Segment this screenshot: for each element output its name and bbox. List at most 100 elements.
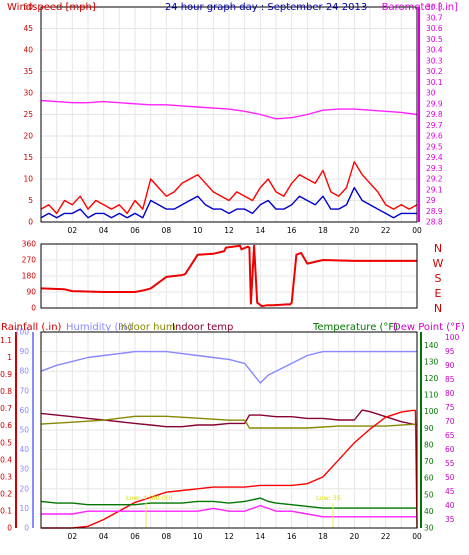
panel3-series-1-line <box>40 409 418 428</box>
temperature-tick-label: 40 <box>424 507 434 516</box>
windspeed-tick-label: 40 <box>23 46 33 55</box>
humidity-tick-label: 0 <box>24 524 29 533</box>
windspeed-tick-label: 0 <box>28 218 33 227</box>
panel1-x-tick-label: 20 <box>350 226 360 235</box>
barometer-tick-label: 30.5 <box>426 35 443 44</box>
panel1-x-tick-label: 02 <box>68 226 78 235</box>
barometer-axis-label: Barometer [.in] <box>382 2 458 13</box>
barometer-tick-label: 28.9 <box>426 207 443 216</box>
panel3-x-tick-label: 18 <box>318 532 328 541</box>
compass-label: E <box>435 287 442 300</box>
panel1-x-tick-label: 22 <box>381 226 391 235</box>
chart-title: 24 hour graph day : September 24 2013 <box>165 2 367 13</box>
barometer-tick-label: 29 <box>426 196 436 205</box>
dewpoint-tick-label: 45 <box>445 487 455 496</box>
humidity-tick-label: 10 <box>19 504 29 513</box>
panel3-frame <box>40 331 418 529</box>
humidity-tick-label: 80 <box>19 367 29 376</box>
temperature-tick-label: 140 <box>424 341 439 350</box>
indoor-temp-axis-label: Indoor temp <box>172 322 233 333</box>
panel2-series-0-line <box>40 244 417 308</box>
rainfall-tick-label: 1.1 <box>0 336 12 345</box>
dewpoint-tick-label: 50 <box>445 473 455 482</box>
humidity-tick-label: 100 <box>15 328 30 337</box>
panel1-series <box>40 99 418 219</box>
dewpoint-tick-label: 70 <box>445 417 455 426</box>
compass-label: N <box>434 302 442 315</box>
rainfall-tick-label: 0.7 <box>0 404 12 413</box>
panel1-x-tick-label: 00 <box>412 226 422 235</box>
panel3-x-tick-label: 04 <box>99 532 109 541</box>
rainfall-tick-label: 0.8 <box>0 387 12 396</box>
windspeed-tick-label: 30 <box>23 89 33 98</box>
indoor-hum-axis-label: Indoor hum <box>118 322 176 333</box>
windspeed-tick-label: 10 <box>23 175 33 184</box>
panel3-x-tick-label: 12 <box>224 532 234 541</box>
humidity-tick-label: 90 <box>19 347 29 356</box>
panel1-frame <box>40 6 418 223</box>
barometer-tick-label: 30.3 <box>426 56 443 65</box>
dewpoint-tick-label: 100 <box>445 333 460 342</box>
dewpoint-tick-label: 55 <box>445 459 455 468</box>
humidity-tick-label: 60 <box>19 406 29 415</box>
dewpoint-tick-label: 80 <box>445 389 455 398</box>
humidity-tick-label: 50 <box>19 426 29 435</box>
humidity-tick-label: 40 <box>19 445 29 454</box>
dewpoint-low-annotation: Low: 35 <box>316 494 341 502</box>
panel1-x-tick-label: 06 <box>130 226 140 235</box>
panel3-x-tick-label: 00 <box>412 532 422 541</box>
panel3-x-tick-label: 20 <box>350 532 360 541</box>
direction-tick-label: 90 <box>26 288 36 297</box>
windspeed-tick-label: 20 <box>23 132 33 141</box>
panel3-x-tick-label: 06 <box>130 532 140 541</box>
panel1-axes: 02 04 06 08 10 12 14 16 18 20 22 000510152025303540… <box>23 3 442 236</box>
barometer-tick-label: 29.7 <box>426 121 443 130</box>
barometer-tick-label: 30.6 <box>426 24 443 33</box>
panel3-x-tick-label: 22 <box>381 532 391 541</box>
temperature-tick-label: 60 <box>424 474 434 483</box>
windspeed-tick-label: 5 <box>28 196 33 205</box>
barometer-tick-label: 30.7 <box>426 13 443 22</box>
temperature-tick-label: 90 <box>424 424 434 433</box>
temperature-tick-label: 100 <box>424 407 439 416</box>
temperature-axis-label: Temperature (°F) <box>312 322 398 333</box>
temperature-tick-label: 70 <box>424 457 434 466</box>
windspeed-tick-label: 50 <box>23 3 33 12</box>
temperature-tick-label: 120 <box>424 374 439 383</box>
dewpoint-tick-label: 95 <box>445 347 455 356</box>
rainfall-tick-label: 0.4 <box>0 455 12 464</box>
panel3-x-tick-label: 08 <box>162 532 172 541</box>
rainfall-tick-label: 0.6 <box>0 421 12 430</box>
panel3-series-0-line <box>40 350 417 384</box>
panel3-x-tick-label: 10 <box>193 532 203 541</box>
dewpoint-axis-label: Dew Point (°F) <box>393 322 465 333</box>
humidity-tick-label: 70 <box>19 386 29 395</box>
dewpoint-tick-label: 65 <box>445 431 455 440</box>
rainfall-tick-label: 0.2 <box>0 489 12 498</box>
rainfall-tick-label: 0.3 <box>0 472 12 481</box>
barometer-tick-label: 30.2 <box>426 67 443 76</box>
panel1-x-tick-label: 04 <box>99 226 109 235</box>
panel3-series-2-line <box>40 415 418 429</box>
rainfall-tick-label: 0.5 <box>0 438 12 447</box>
barometer-tick-label: 30 <box>426 89 436 98</box>
panel3-x-tick-label: 02 <box>68 532 78 541</box>
panel2-frame <box>40 243 418 309</box>
panel3-axes: 02 04 06 08 10 12 14 16 18 20 22 0000.10.20.30.40.5… <box>0 328 459 542</box>
temperature-tick-label: 30 <box>424 524 434 533</box>
direction-tick-label: 270 <box>22 256 37 265</box>
barometer-tick-label: 28.8 <box>426 218 443 227</box>
panel1-series-0-line <box>40 99 418 120</box>
humidity-tick-label: 20 <box>19 484 29 493</box>
panel1-x-tick-label: 16 <box>287 226 297 235</box>
panel3-series-3-line <box>41 409 418 529</box>
panel1-x-tick-label: 08 <box>162 226 172 235</box>
direction-tick-label: 180 <box>22 272 37 281</box>
dewpoint-tick-label: 75 <box>445 403 455 412</box>
temperature-tick-label: 50 <box>424 490 434 499</box>
windspeed-tick-label: 35 <box>23 67 33 76</box>
humidity-tick-label: 30 <box>19 465 29 474</box>
rainfall-axis-label: Rainfall (.in) <box>1 322 62 333</box>
